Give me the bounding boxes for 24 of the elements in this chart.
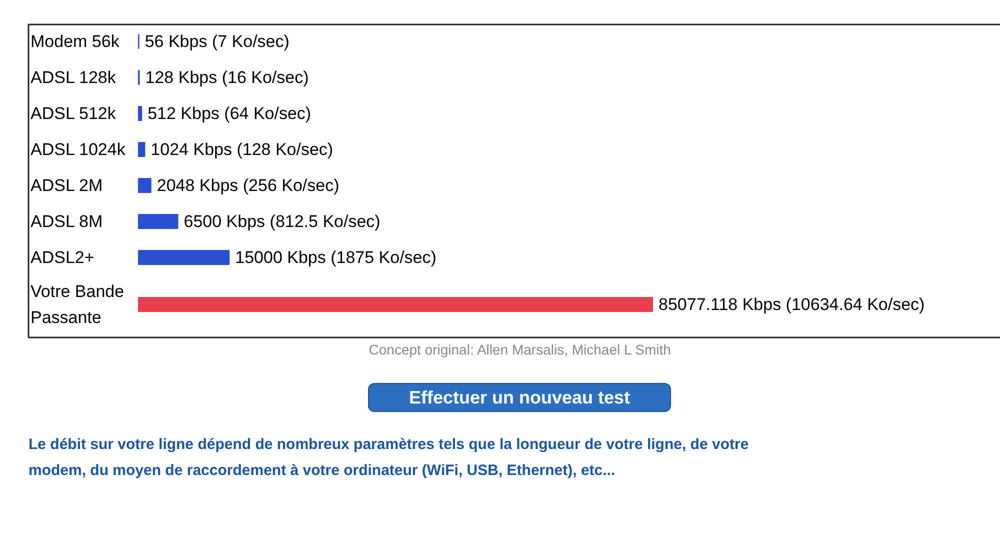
bar — [138, 214, 178, 229]
data-label: 85077.118 Kbps (10634.64 Ko/sec) — [658, 295, 925, 314]
data-label: 15000 Kbps (1875 Ko/sec) — [235, 248, 436, 267]
text: Le débit sur votre ligne dépend de nombreux paramètres tels que la longueur de votre ligne, de votre modem, du moyen de raccordement à votre ordinateur (WiFi, USB, Ethernet), etc... — [28, 436, 749, 479]
data-label: 56 Kbps (7 Ko/sec) — [144, 32, 290, 51]
data-label: 2048 Kbps (256 Ko/sec) — [156, 176, 340, 195]
y-tick-label: ADSL 2M — [30, 176, 103, 195]
bar — [138, 142, 146, 157]
bar — [138, 178, 152, 193]
data-label: 512 Kbps (64 Ko/sec) — [148, 104, 312, 123]
bar — [138, 250, 230, 265]
y-tick-label: ADSL2+ — [30, 248, 94, 267]
y-tick-label: Votre Bande Passante — [30, 282, 124, 327]
text: Effectuer un nouveau test — [408, 388, 630, 408]
y-tick-label: Modem 56k — [30, 32, 120, 51]
bar — [138, 106, 142, 121]
y-tick-label: ADSL 8M — [30, 212, 103, 231]
y-tick-label: ADSL 1024k — [30, 140, 126, 159]
data-label: 6500 Kbps (812.5 Ko/sec) — [184, 212, 380, 231]
y-tick-label: ADSL 128k — [30, 68, 116, 87]
data-label: 1024 Kbps (128 Ko/sec) — [150, 140, 334, 159]
text: Concept original: Allen Marsalis, Michael L Smith — [368, 342, 671, 358]
y-tick-label: ADSL 512k — [30, 104, 116, 123]
data-label: 128 Kbps (16 Ko/sec) — [145, 68, 309, 87]
